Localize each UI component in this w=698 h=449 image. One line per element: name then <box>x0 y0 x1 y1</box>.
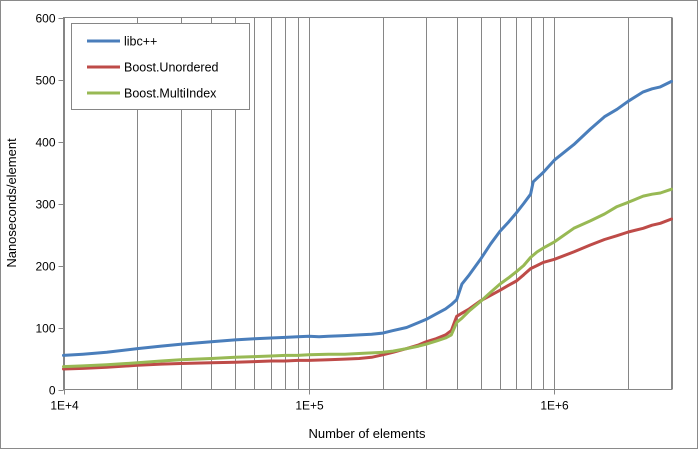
legend-label: libc++ <box>124 35 157 49</box>
y-tick-label: 500 <box>35 74 55 88</box>
y-tick-label: 100 <box>35 322 55 336</box>
y-axis: 0 100 200 300 400 500 600 <box>35 12 64 398</box>
y-tick-label: 300 <box>35 198 55 212</box>
x-axis-title: Number of elements <box>308 426 426 441</box>
x-tick-label: 1E+6 <box>540 399 569 413</box>
x-axis: 1E+4 1E+5 1E+6 <box>50 389 569 413</box>
series-line-3 <box>62 187 673 369</box>
series-line-2 <box>62 217 673 371</box>
y-tick-label: 0 <box>49 384 56 398</box>
legend: libc++ Boost.Unordered Boost.MultiIndex <box>71 23 250 110</box>
y-axis-title: Nanoseconds/element <box>4 138 19 268</box>
grid <box>64 17 673 390</box>
y-tick-label: 600 <box>35 12 55 26</box>
series-layer <box>62 79 673 371</box>
x-tick-label: 1E+5 <box>295 399 324 413</box>
legend-label: Boost.Unordered <box>124 61 219 75</box>
y-tick-label: 200 <box>35 260 55 274</box>
plot-area <box>63 17 672 390</box>
series-line-1 <box>62 79 673 357</box>
legend-label: Boost.MultiIndex <box>124 87 217 101</box>
x-tick-label: 1E+4 <box>50 399 79 413</box>
y-tick-label: 400 <box>35 136 55 150</box>
